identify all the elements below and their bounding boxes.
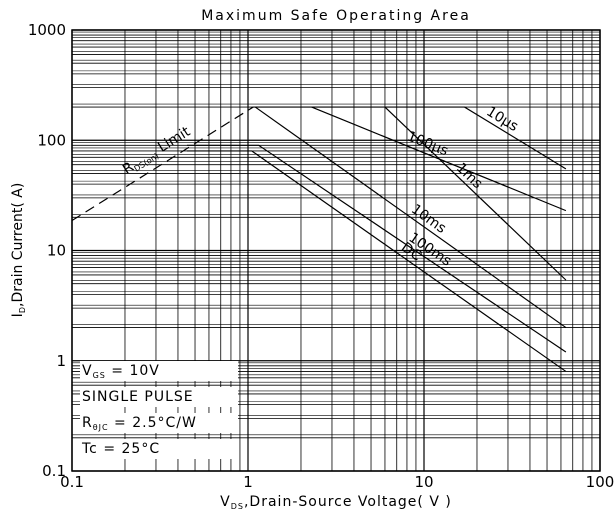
- x-axis-label: VDS,Drain-Source Voltage( V ): [220, 494, 452, 511]
- x-tick-label: 100: [586, 473, 615, 491]
- y-tick-label: 1000: [28, 21, 66, 39]
- y-axis-label-main: I: [10, 313, 26, 317]
- sao-line: [186, 144, 567, 353]
- sao-line: [253, 106, 567, 170]
- sao-line: [384, 106, 567, 281]
- x-tick-label: 0.1: [60, 473, 84, 491]
- annotation-rest: = 2.5°C/W: [109, 415, 197, 431]
- annotation-bg: [80, 387, 238, 407]
- y-axis-label-sub: D: [18, 307, 27, 313]
- y-tick-label: 10: [47, 242, 66, 260]
- plot-frame: [71, 29, 601, 472]
- x-axis-label-main: V: [220, 494, 231, 510]
- annotation: RθJC = 2.5°C/W: [82, 415, 197, 432]
- annotation-sub: θJC: [93, 423, 109, 432]
- sao-line: [186, 150, 567, 372]
- y-axis-label: ID,Drain Current( A): [10, 183, 27, 318]
- y-tick-label: 1: [56, 352, 66, 370]
- x-axis-label-rest: ,Drain-Source Voltage( V ): [244, 494, 452, 510]
- annotation-bg: [80, 439, 238, 459]
- x-tick-label: 10: [414, 473, 433, 491]
- chart-title: Maximum Safe Operating Area: [201, 8, 471, 24]
- annotation-main: R: [82, 415, 93, 431]
- y-tick-label: 100: [37, 131, 66, 149]
- limit-label-rest: Limit: [151, 124, 193, 159]
- annotation: Tc = 25°C: [81, 441, 160, 457]
- annotation-main: Tc = 25°C: [81, 441, 160, 457]
- annotation: SINGLE PULSE: [82, 389, 194, 405]
- y-tick-label: 0.1: [42, 462, 66, 480]
- x-axis-label-sub: DS: [231, 502, 244, 511]
- annotation-sub: GS: [93, 371, 106, 380]
- y-axis-label-rest: ,Drain Current( A): [10, 183, 26, 307]
- limit-line: [71, 106, 254, 222]
- annotation: VGS = 10V: [82, 363, 160, 380]
- annotation-bg: [80, 413, 238, 433]
- annotation-main: V: [82, 363, 93, 379]
- annotation-main: SINGLE PULSE: [82, 389, 194, 405]
- annotation-bg: [80, 361, 238, 381]
- x-tick-label: 1: [243, 473, 253, 491]
- sao-line: [254, 106, 567, 329]
- annotation-rest: = 10V: [106, 363, 160, 379]
